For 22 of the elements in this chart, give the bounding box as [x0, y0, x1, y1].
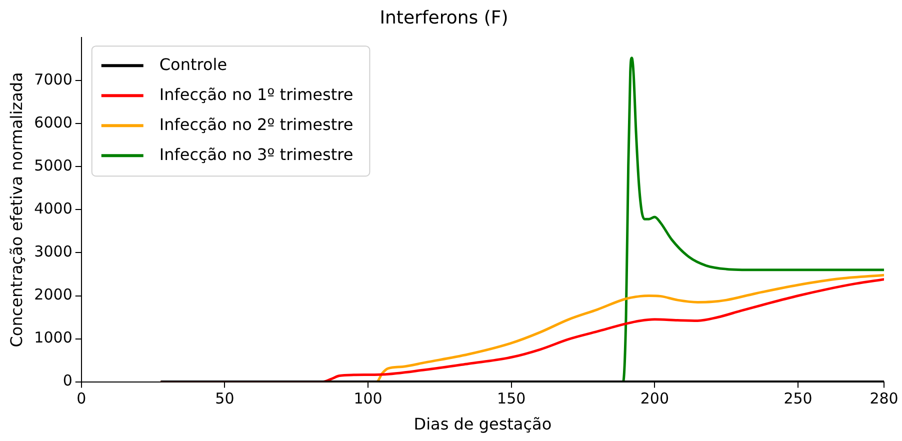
y-tick-label: 2000: [34, 286, 72, 304]
x-tick-label: 280: [870, 390, 898, 408]
x-axis-title: Dias de gestação: [414, 414, 552, 434]
y-tick-label: 1000: [34, 328, 72, 347]
legend-label: Infecção no 1º trimestre: [159, 84, 354, 104]
x-tick-label: 100: [354, 390, 382, 408]
y-tick-label: 4000: [34, 200, 72, 218]
x-tick-label: 200: [640, 390, 669, 408]
legend-label: Controle: [159, 54, 228, 74]
legend-label: Infecção no 3º trimestre: [159, 144, 354, 164]
chart-title: Interferons (F): [380, 7, 508, 28]
y-tick-label: 5000: [34, 156, 72, 175]
legend-label: Infecção no 2º trimestre: [159, 114, 354, 134]
y-tick-label: 0: [62, 372, 72, 390]
y-tick-label: 3000: [34, 242, 72, 261]
y-axis-title: Concentração efetiva normalizada: [6, 72, 26, 348]
x-tick-label: 50: [215, 390, 234, 408]
y-tick-label: 7000: [34, 70, 72, 89]
x-tick-label: 0: [76, 390, 86, 408]
x-tick-label: 250: [784, 390, 812, 408]
y-tick-label: 6000: [34, 114, 72, 132]
x-tick-label: 150: [497, 390, 526, 408]
